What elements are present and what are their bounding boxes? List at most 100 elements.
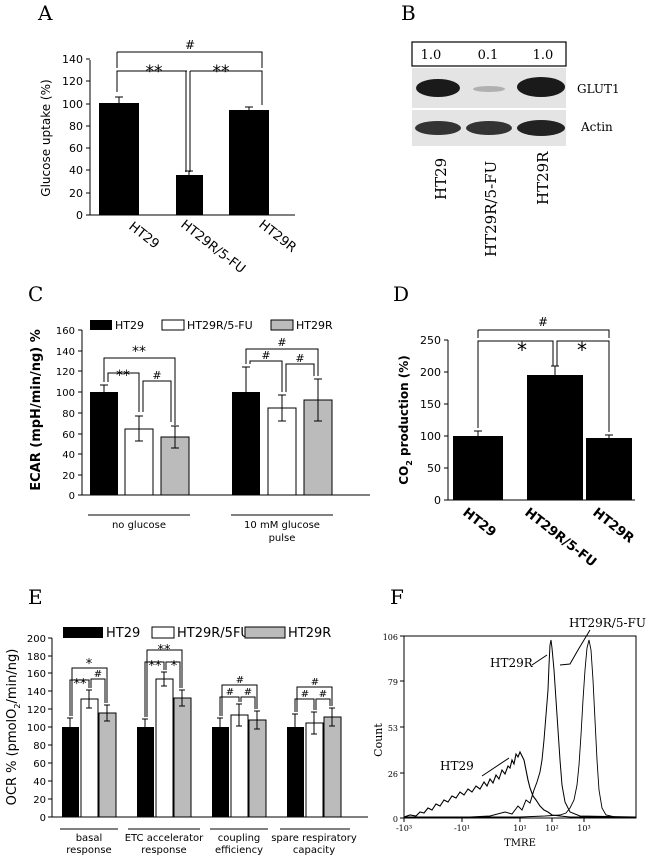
e-bracket bbox=[165, 661, 181, 688]
c-error bbox=[100, 384, 108, 392]
e-error bbox=[236, 703, 242, 727]
e-bar bbox=[230, 714, 249, 818]
f-arrow-ht29r5fu bbox=[559, 629, 591, 666]
f-y-label: Count bbox=[372, 723, 385, 757]
c-sig: # bbox=[152, 369, 161, 382]
f-curve-ht29r bbox=[404, 639, 637, 818]
e-tick: 20 bbox=[33, 795, 46, 806]
c-sig: ** bbox=[132, 344, 146, 360]
a-y-label: Glucose uptake (%) bbox=[39, 79, 53, 196]
a-tick: 140 bbox=[62, 53, 83, 66]
e-legend-swatch-1 bbox=[63, 627, 103, 638]
e-sig: ** bbox=[149, 659, 163, 674]
e-error bbox=[67, 717, 73, 727]
c-bracket bbox=[142, 380, 172, 422]
f-label-ht29r: HT29R bbox=[490, 656, 534, 670]
e-tick: 120 bbox=[27, 705, 46, 716]
a-sig-3: # bbox=[185, 38, 195, 52]
c-bar-g1-ht29 bbox=[90, 392, 118, 495]
c-bracket bbox=[107, 372, 140, 412]
e-bar bbox=[305, 722, 324, 818]
c-sig: # bbox=[261, 349, 270, 362]
c-legend-1: HT29 bbox=[115, 319, 144, 332]
b-value-2: 0.1 bbox=[478, 48, 499, 63]
d-bracket bbox=[477, 340, 554, 428]
c-error bbox=[135, 415, 143, 442]
d-xlabel-1: HT29 bbox=[460, 505, 499, 540]
e-legend-3: HT29R bbox=[288, 626, 331, 641]
e-bracket bbox=[221, 684, 258, 716]
panel-label-f: F bbox=[390, 585, 404, 609]
a-tick: 120 bbox=[62, 75, 83, 88]
b-lane-3: HT29R bbox=[534, 151, 552, 205]
e-bracket bbox=[144, 661, 165, 717]
c-bar-g2-ht29 bbox=[232, 392, 260, 495]
a-tick: 40 bbox=[69, 164, 83, 177]
c-legend-swatch-2 bbox=[161, 319, 185, 331]
e-tick: 60 bbox=[33, 759, 46, 770]
b-band-actin-3 bbox=[517, 120, 565, 136]
c-bracket bbox=[245, 348, 319, 376]
c-error bbox=[314, 378, 322, 422]
panel-label-b: B bbox=[401, 1, 416, 25]
b-band-glut1-2 bbox=[473, 86, 505, 92]
c-tick: 60 bbox=[62, 430, 75, 441]
f-tick: 10² bbox=[545, 824, 558, 833]
c-tick: 0 bbox=[69, 491, 75, 502]
e-tick: 140 bbox=[27, 687, 46, 698]
f-tick: -10³ bbox=[396, 824, 412, 833]
e-tick: 0 bbox=[40, 813, 46, 824]
a-xlabel-3: HT29R bbox=[256, 217, 299, 255]
panel-b: B 1.0 0.1 1.0 GLUT1 Actin HT29 HT29R/5-F… bbox=[401, 1, 620, 257]
d-bar-ht29r bbox=[586, 438, 632, 500]
d-error bbox=[551, 365, 559, 375]
e-error bbox=[292, 713, 298, 727]
d-tick: 150 bbox=[420, 398, 441, 411]
f-y-ticks: 106 79 53 26 0 bbox=[383, 633, 404, 824]
b-band-glut1-1 bbox=[416, 79, 460, 97]
panel-label-e: E bbox=[28, 585, 43, 609]
a-bar-ht29 bbox=[99, 103, 139, 215]
b-row-label-2: Actin bbox=[580, 120, 613, 134]
e-tick: 180 bbox=[27, 652, 46, 663]
a-xlabel-2: HT29R/5-FU bbox=[178, 217, 248, 277]
d-bracket bbox=[556, 340, 610, 432]
e-group-4b: capacity bbox=[293, 845, 335, 856]
d-tick: 100 bbox=[420, 430, 441, 443]
b-lane-1: HT29 bbox=[432, 158, 450, 200]
e-group-1a: basal bbox=[76, 833, 103, 844]
f-tick: 10¹ bbox=[513, 824, 526, 833]
d-error bbox=[474, 430, 482, 436]
e-error bbox=[86, 689, 92, 709]
f-tick: 106 bbox=[383, 633, 398, 642]
f-label-ht29: HT29 bbox=[440, 759, 474, 773]
e-sig: ** bbox=[158, 643, 172, 658]
e-sig: # bbox=[244, 687, 252, 698]
e-error bbox=[254, 710, 260, 730]
c-tick: 120 bbox=[56, 367, 75, 378]
c-legend-3: HT29R bbox=[296, 319, 333, 332]
a-tick: 0 bbox=[76, 209, 83, 222]
e-error bbox=[179, 689, 185, 707]
e-bar bbox=[137, 727, 154, 817]
c-tick: 160 bbox=[56, 326, 75, 337]
e-group-3b: efficiency bbox=[215, 845, 263, 856]
d-tick: 0 bbox=[434, 494, 441, 507]
a-tick: 20 bbox=[69, 187, 83, 200]
d-y-label-main: CO bbox=[397, 466, 411, 485]
e-bracket bbox=[146, 649, 183, 717]
c-error bbox=[278, 394, 286, 422]
e-group-3a: coupling bbox=[218, 833, 261, 844]
d-y-label: CO2 production (%) bbox=[397, 355, 414, 485]
c-error bbox=[171, 425, 179, 449]
e-legend-1: HT29 bbox=[106, 626, 140, 641]
c-tick: 40 bbox=[62, 450, 75, 461]
d-sig-3: # bbox=[538, 315, 548, 329]
e-bar bbox=[155, 678, 174, 818]
e-tick: 100 bbox=[27, 723, 46, 734]
d-bracket-top bbox=[477, 329, 610, 338]
e-error bbox=[104, 704, 110, 722]
c-legend-swatch-3 bbox=[270, 319, 294, 331]
panel-a: A 0 20 40 60 80 100 120 140 Glucose upta… bbox=[37, 1, 299, 277]
e-sig: # bbox=[226, 687, 234, 698]
